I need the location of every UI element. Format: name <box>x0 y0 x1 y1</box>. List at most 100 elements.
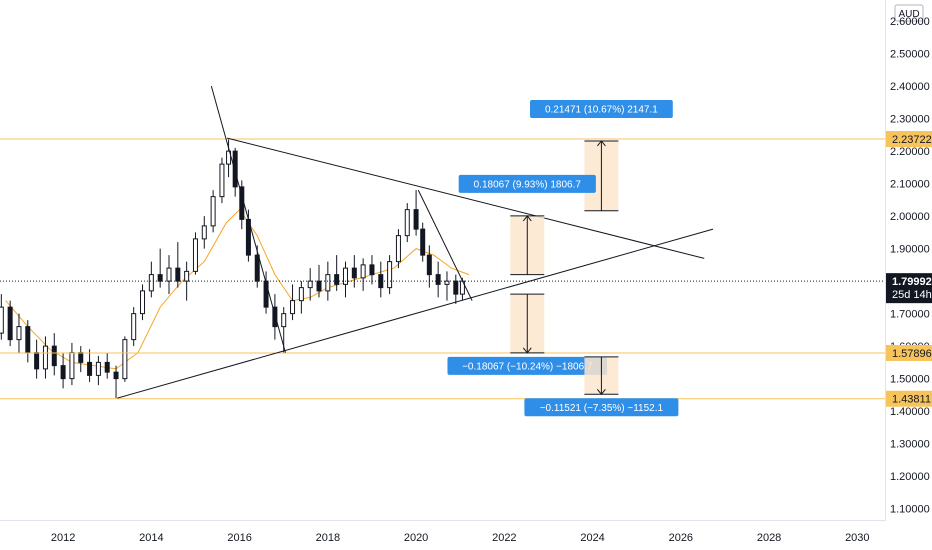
candle-body <box>7 306 13 341</box>
price-tag-box <box>886 273 932 304</box>
candle-body <box>78 352 84 363</box>
candle <box>453 274 459 304</box>
candle-body <box>351 267 357 279</box>
currency-badge[interactable] <box>894 4 924 22</box>
measure-label: −0.11521 (−7.35%) −1152.1 <box>540 403 664 414</box>
measure-label-box <box>530 99 673 118</box>
candle-body <box>420 228 426 256</box>
candle-body <box>122 339 128 380</box>
candle <box>95 355 101 386</box>
candle-body <box>378 274 384 289</box>
candle <box>157 248 163 288</box>
price-range-measure[interactable]: 0.21471 (10.67%) 2147.1 <box>530 99 673 212</box>
candle <box>369 255 375 285</box>
price-tag-box <box>886 344 932 361</box>
candle <box>166 255 172 295</box>
trendline[interactable] <box>227 137 705 259</box>
candle-body <box>104 361 110 373</box>
y-tick-label: 1.30000 <box>890 439 930 451</box>
candle <box>51 333 57 376</box>
candle-body <box>25 326 31 354</box>
price-tag-value: 1.57896 <box>892 348 932 360</box>
price-range-measure[interactable]: −0.11521 (−7.35%) −1152.1 <box>524 356 679 417</box>
y-tick-label: 2.30000 <box>890 114 930 126</box>
candle-body <box>140 290 146 315</box>
trendlines-layer <box>117 85 714 399</box>
y-tick-label: 1.70000 <box>890 309 930 321</box>
measure-label-box <box>458 174 596 193</box>
candle-body <box>0 306 4 334</box>
y-axis-background[interactable] <box>886 0 932 520</box>
candle <box>131 307 137 347</box>
candle <box>334 255 340 291</box>
candle <box>113 365 119 399</box>
candle-body <box>51 345 57 367</box>
candle-body <box>16 326 22 341</box>
x-tick-label: 2020 <box>404 532 428 544</box>
candle <box>219 157 225 204</box>
candle-body <box>166 267 172 282</box>
candle-body <box>232 150 238 188</box>
candle-body <box>298 287 304 302</box>
candle <box>226 138 232 178</box>
candle-body <box>113 371 119 380</box>
price-range-measure[interactable]: 0.18067 (9.93%) 1806.7 <box>458 174 596 276</box>
candle-body <box>281 313 287 328</box>
trendline[interactable] <box>417 189 473 301</box>
candle-body <box>325 274 331 292</box>
price-tag[interactable]: 2.23722 <box>886 131 932 148</box>
measure-label: −0.18067 (−10.24%) −1806.7 <box>462 361 593 372</box>
candle <box>316 264 322 298</box>
candle <box>210 190 216 233</box>
candle <box>140 284 146 321</box>
trendline[interactable] <box>117 228 714 399</box>
candle-body <box>316 280 322 292</box>
candle-body <box>387 261 393 289</box>
candle-body <box>413 209 419 230</box>
price-range-measure[interactable]: −0.18067 (−10.24%) −1806.7 <box>447 293 608 375</box>
candle-body <box>290 300 296 315</box>
candle-body <box>175 267 181 282</box>
candle <box>69 342 75 386</box>
y-tick-label: 1.20000 <box>890 471 930 483</box>
candle-body <box>184 270 190 282</box>
candle-body <box>444 280 450 285</box>
y-tick-label: 2.60000 <box>890 16 930 28</box>
measure-label-box <box>524 398 679 417</box>
currency-label: AUD <box>898 9 919 20</box>
x-tick-label: 2022 <box>492 532 516 544</box>
candle <box>395 229 401 269</box>
measure-arrow-head <box>597 140 606 147</box>
price-tag[interactable]: 1.43811 <box>886 390 932 407</box>
candle <box>360 258 366 291</box>
candle <box>378 261 384 298</box>
candle-body <box>272 306 278 328</box>
trendline[interactable] <box>210 85 286 353</box>
price-tag-value: 2.23722 <box>892 134 932 146</box>
candle-body <box>95 361 101 376</box>
price-tag-value: 1.43811 <box>892 394 931 406</box>
candle <box>104 352 110 379</box>
price-tag[interactable]: 1.57896 <box>886 344 932 361</box>
measure-arrow-head <box>522 215 532 222</box>
candle-body <box>435 274 441 285</box>
x-tick-label: 2016 <box>227 532 251 544</box>
candle-body <box>342 267 348 285</box>
candle <box>426 245 432 288</box>
candle-body <box>369 264 375 276</box>
candle <box>16 313 22 353</box>
y-tick-label: 2.10000 <box>890 179 930 191</box>
candle-body <box>69 352 75 380</box>
x-tick-label: 2030 <box>845 532 869 544</box>
price-tag-box <box>886 131 932 148</box>
candle <box>351 255 357 288</box>
candle <box>0 294 4 340</box>
y-tick-label: 1.90000 <box>890 244 930 256</box>
candle-body <box>334 274 340 285</box>
candle <box>34 339 40 379</box>
x-tick-label: 2028 <box>757 532 781 544</box>
measure-label-box <box>447 356 608 375</box>
